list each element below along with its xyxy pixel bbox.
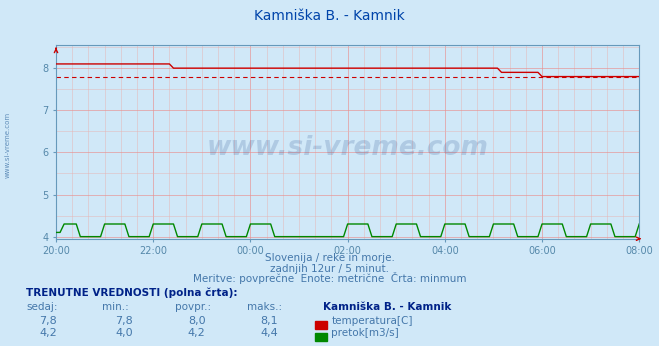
Text: Kamniška B. - Kamnik: Kamniška B. - Kamnik (323, 302, 451, 312)
Text: Slovenija / reke in morje.: Slovenija / reke in morje. (264, 253, 395, 263)
Text: www.si-vreme.com: www.si-vreme.com (207, 135, 488, 161)
Text: 8,1: 8,1 (260, 316, 278, 326)
Text: povpr.:: povpr.: (175, 302, 211, 312)
Text: zadnjih 12ur / 5 minut.: zadnjih 12ur / 5 minut. (270, 264, 389, 274)
Text: 4,2: 4,2 (188, 328, 206, 338)
Text: min.:: min.: (102, 302, 129, 312)
Text: 4,4: 4,4 (260, 328, 278, 338)
Text: maks.:: maks.: (247, 302, 282, 312)
Text: Meritve: povprečne  Enote: metrične  Črta: minmum: Meritve: povprečne Enote: metrične Črta:… (192, 272, 467, 284)
Text: sedaj:: sedaj: (26, 302, 58, 312)
Text: 4,0: 4,0 (115, 328, 133, 338)
Text: www.si-vreme.com: www.si-vreme.com (5, 112, 11, 179)
Text: 8,0: 8,0 (188, 316, 206, 326)
Text: 4,2: 4,2 (40, 328, 57, 338)
Text: 7,8: 7,8 (115, 316, 133, 326)
Text: 7,8: 7,8 (40, 316, 57, 326)
Text: temperatura[C]: temperatura[C] (331, 316, 413, 326)
Text: pretok[m3/s]: pretok[m3/s] (331, 328, 399, 338)
Text: Kamniška B. - Kamnik: Kamniška B. - Kamnik (254, 9, 405, 22)
Text: TRENUTNE VREDNOSTI (polna črta):: TRENUTNE VREDNOSTI (polna črta): (26, 287, 238, 298)
